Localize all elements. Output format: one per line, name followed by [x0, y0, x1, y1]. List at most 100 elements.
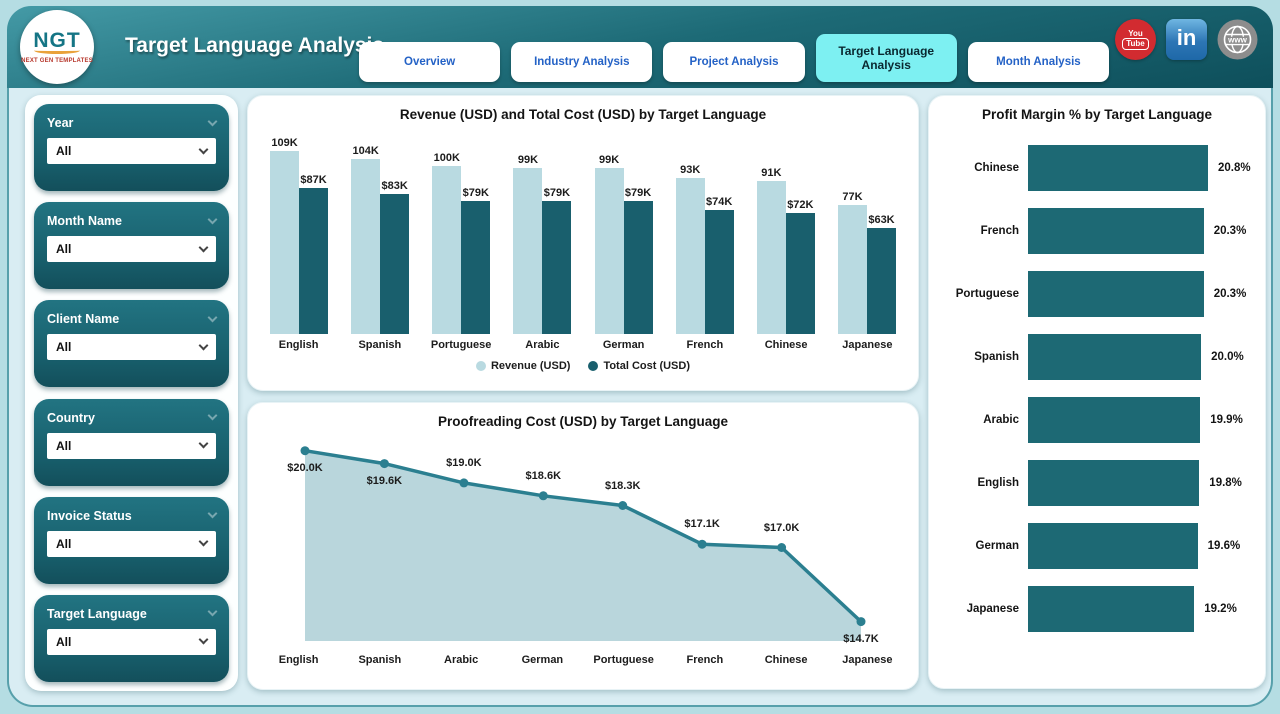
tab-project-analysis[interactable]: Project Analysis [663, 42, 805, 82]
profit-value-portuguese: 20.3% [1213, 287, 1247, 300]
x-label-japanese: Japanese [842, 339, 893, 351]
dropdown-chevron-icon [198, 144, 209, 154]
profit-value-french: 20.3% [1213, 224, 1247, 237]
total-cost-usd-bar-japanese[interactable] [866, 228, 896, 334]
profit-value-arabic: 19.9% [1210, 413, 1243, 426]
collapse-chevron-icon[interactable] [207, 606, 218, 617]
bar-value-label: $79K [462, 187, 489, 200]
revenue-usd-bar-chinese[interactable] [756, 181, 786, 334]
filter-value-month-name: All [56, 242, 72, 257]
total-cost-usd-bar-chinese[interactable] [785, 212, 815, 334]
x-label-portuguese: Portuguese [593, 654, 654, 666]
bar-wrap: 99K [594, 128, 624, 334]
filter-dropdown-year[interactable]: All [47, 138, 216, 164]
profit-margin-chart-title: Profit Margin % by Target Language [981, 107, 1213, 122]
collapse-chevron-icon[interactable] [207, 116, 218, 126]
profit-bar-chinese[interactable] [1028, 144, 1208, 191]
bar-value-label: $83K [381, 180, 408, 193]
data-point-arabic[interactable] [459, 478, 469, 488]
collapse-chevron-icon[interactable] [207, 214, 218, 225]
filter-label-month-name: Month Name [47, 214, 122, 229]
revenue-usd-bar-english[interactable] [270, 150, 299, 334]
data-point-chinese[interactable] [777, 543, 787, 552]
x-label-german: German [602, 339, 645, 351]
bar-value-label: 100K [433, 151, 460, 164]
total-cost-usd-bar-portuguese[interactable] [461, 201, 491, 334]
profit-row-japanese: Japanese 19.2% [929, 577, 1265, 640]
proofreading-x-axis: English Spanish Arabic German Portuguese Fren… [248, 654, 918, 666]
filter-dropdown-client-name[interactable]: All [47, 334, 216, 361]
bar-wrap: $79K [542, 128, 572, 334]
youtube-icon-text2: Tube [1122, 38, 1149, 50]
collapse-chevron-icon[interactable] [207, 508, 218, 519]
total-cost-usd-bar-german[interactable] [623, 201, 653, 334]
page-title: Target Language Analysis [125, 34, 385, 57]
point-label-french: $17.1K [684, 518, 720, 531]
revenue-usd-bar-german[interactable] [594, 167, 624, 334]
profit-label-english: English [977, 476, 1019, 489]
total-cost-usd-bar-english[interactable] [299, 187, 328, 334]
youtube-icon[interactable]: You Tube [1115, 19, 1156, 60]
revenue-usd-bar-french[interactable] [675, 177, 705, 334]
filter-sidebar: Year All Month Name All Client Name All Countr… [25, 95, 238, 691]
filter-dropdown-invoice-status[interactable]: All [47, 530, 216, 557]
logo-swoosh-icon [34, 47, 80, 54]
profit-bar-spanish[interactable] [1028, 333, 1202, 380]
filter-dropdown-month-name[interactable]: All [47, 236, 216, 263]
dropdown-chevron-icon [198, 242, 209, 253]
linkedin-icon[interactable]: in [1166, 19, 1207, 60]
tab-industry-analysis[interactable]: Industry Analysis [511, 42, 653, 82]
data-point-japanese[interactable] [856, 617, 866, 627]
data-point-portuguese[interactable] [618, 501, 628, 510]
data-point-spanish[interactable] [379, 459, 389, 469]
filter-value-client-name: All [56, 340, 72, 355]
total-cost-usd-bar-french[interactable] [704, 209, 734, 334]
x-label-spanish: Spanish [358, 654, 402, 666]
profit-row-arabic: Arabic 19.9% [929, 388, 1265, 451]
point-label-chinese: $17.0K [763, 521, 800, 534]
point-label-german: $18.6K [525, 469, 562, 482]
collapse-chevron-icon[interactable] [207, 312, 218, 323]
proofreading-area-plot: $20.0K $19.6K $19.0K $18.6K $18.3K $17.1K $17.… [263, 433, 903, 649]
data-point-french[interactable] [697, 539, 707, 549]
total-cost-usd-bar-spanish[interactable] [380, 194, 410, 334]
collapse-chevron-icon[interactable] [207, 410, 218, 421]
x-label-german: German [521, 654, 564, 666]
revenue-usd-bar-portuguese[interactable] [432, 165, 462, 334]
revenue-usd-bar-japanese[interactable] [837, 204, 867, 334]
profit-label-german: German [975, 539, 1019, 552]
bar-value-label: $63K [868, 214, 895, 226]
dropdown-chevron-icon [198, 536, 209, 547]
profit-bar-japanese[interactable] [1028, 585, 1195, 632]
filter-label-client-name: Client Name [47, 312, 120, 327]
filter-dropdown-country[interactable]: All [47, 432, 216, 459]
data-point-english[interactable] [300, 446, 310, 456]
x-label-chinese: Chinese [764, 654, 808, 666]
filter-header-month-name: Month Name [47, 214, 218, 229]
x-label-chinese: Chinese [764, 339, 808, 351]
data-point-german[interactable] [538, 491, 548, 501]
profit-bar-english[interactable] [1028, 459, 1200, 506]
tab-target-language-analysis[interactable]: Target Language Analysis [815, 34, 957, 82]
filter-country: Country All [34, 398, 229, 486]
profit-bar-french[interactable] [1028, 207, 1204, 254]
bar-value-label: 109K [271, 136, 298, 149]
bar-group-english: 109K $87K [270, 128, 328, 334]
bar-group-portuguese: 100K $79K [432, 128, 491, 334]
profit-row-english: English 19.8% [929, 451, 1265, 514]
filter-dropdown-target-language[interactable]: All [47, 628, 216, 655]
profit-value-japanese: 19.2% [1204, 602, 1237, 615]
tab-month-analysis[interactable]: Month Analysis [967, 42, 1110, 82]
profit-bar-arabic[interactable] [1028, 396, 1201, 443]
x-label-english: English [278, 339, 319, 351]
revenue-usd-bar-spanish[interactable] [351, 159, 381, 334]
revenue-usd-bar-arabic[interactable] [513, 167, 543, 334]
profit-bar-german[interactable] [1028, 522, 1198, 569]
website-globe-icon[interactable]: www [1217, 19, 1258, 60]
tab-overview[interactable]: Overview [359, 42, 501, 82]
total-cost-usd-bar-arabic[interactable] [542, 201, 572, 334]
profit-margin-rows: Chinese 20.8% French 20.3% Portuguese 20.3% Sp… [929, 136, 1265, 640]
profit-value-english: 19.8% [1209, 476, 1242, 489]
profit-bar-portuguese[interactable] [1028, 270, 1204, 317]
